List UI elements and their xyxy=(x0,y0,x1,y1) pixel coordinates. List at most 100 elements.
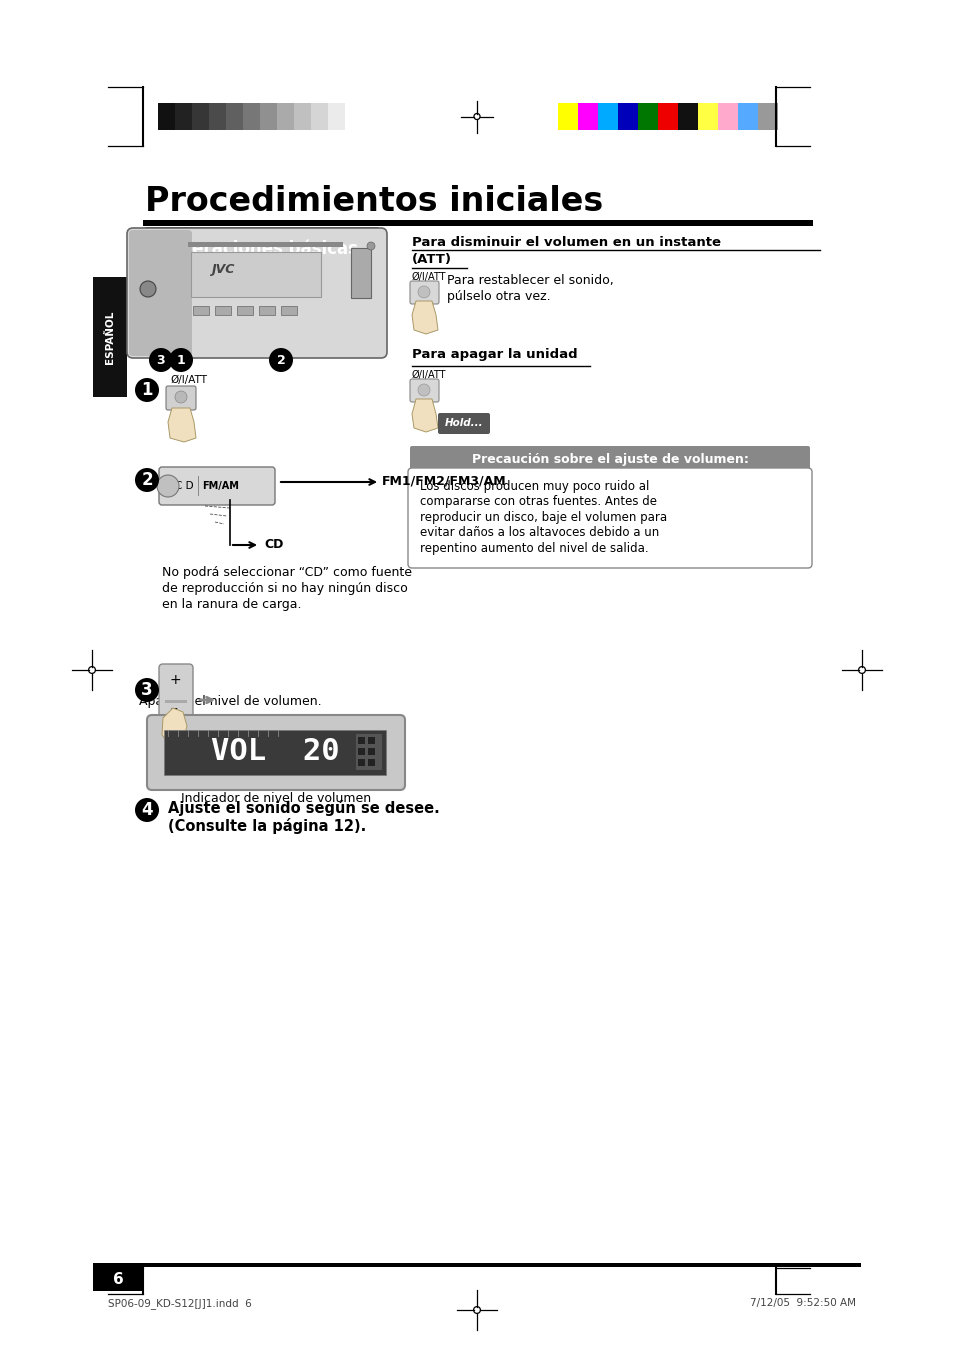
Bar xyxy=(758,103,778,130)
Circle shape xyxy=(174,390,187,403)
FancyBboxPatch shape xyxy=(410,380,438,403)
Bar xyxy=(345,103,361,130)
Bar xyxy=(738,103,758,130)
Bar xyxy=(355,734,381,770)
Bar xyxy=(164,730,386,775)
Bar xyxy=(368,748,375,755)
Bar xyxy=(158,103,174,130)
Bar xyxy=(558,103,578,130)
Circle shape xyxy=(157,476,179,497)
Text: en la ranura de carga.: en la ranura de carga. xyxy=(162,598,301,611)
Text: 2: 2 xyxy=(276,354,285,366)
FancyBboxPatch shape xyxy=(143,227,380,272)
Bar xyxy=(260,103,276,130)
Circle shape xyxy=(135,467,159,492)
Bar xyxy=(368,759,375,766)
Polygon shape xyxy=(412,399,437,432)
Text: 4: 4 xyxy=(141,801,152,819)
Text: SP06-09_KD-S12[J]1.indd  6: SP06-09_KD-S12[J]1.indd 6 xyxy=(108,1298,252,1309)
Text: FM1/FM2/FM3/AM: FM1/FM2/FM3/AM xyxy=(381,476,506,488)
Polygon shape xyxy=(162,708,187,744)
Bar xyxy=(191,253,320,297)
FancyBboxPatch shape xyxy=(147,715,405,790)
Circle shape xyxy=(269,349,293,372)
Text: FM/AM: FM/AM xyxy=(202,481,238,490)
Circle shape xyxy=(367,242,375,250)
Bar xyxy=(243,103,260,130)
Circle shape xyxy=(417,286,430,299)
Text: VOL  20: VOL 20 xyxy=(211,738,339,766)
Text: Los discos producen muy poco ruido al: Los discos producen muy poco ruido al xyxy=(419,480,649,493)
Bar xyxy=(198,476,199,496)
Text: compararse con otras fuentes. Antes de: compararse con otras fuentes. Antes de xyxy=(419,496,657,508)
Bar xyxy=(658,103,678,130)
Text: repentino aumento del nivel de salida.: repentino aumento del nivel de salida. xyxy=(419,542,648,555)
Text: púlselo otra vez.: púlselo otra vez. xyxy=(447,290,550,303)
Circle shape xyxy=(417,384,430,396)
FancyBboxPatch shape xyxy=(410,281,438,304)
Bar xyxy=(192,103,209,130)
Bar xyxy=(294,103,311,130)
Text: Ø/I/ATT: Ø/I/ATT xyxy=(412,370,446,380)
Bar xyxy=(638,103,658,130)
Bar xyxy=(718,103,738,130)
Text: –: – xyxy=(170,703,176,717)
Text: ESPAÑOL: ESPAÑOL xyxy=(105,311,115,363)
Text: Aparece el nivel de volumen.: Aparece el nivel de volumen. xyxy=(138,694,321,708)
Text: (ATT): (ATT) xyxy=(412,253,452,266)
Bar xyxy=(143,220,812,226)
Bar xyxy=(357,738,365,744)
Text: C D: C D xyxy=(174,481,193,490)
Bar xyxy=(92,277,127,397)
FancyBboxPatch shape xyxy=(129,230,192,357)
Polygon shape xyxy=(168,408,195,442)
Text: 2: 2 xyxy=(141,471,152,489)
Bar xyxy=(311,103,328,130)
Circle shape xyxy=(140,281,156,297)
FancyBboxPatch shape xyxy=(437,413,490,434)
Bar xyxy=(258,305,274,315)
Bar xyxy=(578,103,598,130)
Circle shape xyxy=(149,349,172,372)
Text: 1: 1 xyxy=(141,381,152,399)
Bar xyxy=(698,103,718,130)
Text: Procedimientos iniciales: Procedimientos iniciales xyxy=(145,185,602,218)
Bar xyxy=(236,305,253,315)
Text: (Consulte la página 12).: (Consulte la página 12). xyxy=(168,817,366,834)
Text: Indicador de nivel de volumen: Indicador de nivel de volumen xyxy=(181,792,371,805)
FancyBboxPatch shape xyxy=(408,467,811,567)
Text: de reproducción si no hay ningún disco: de reproducción si no hay ningún disco xyxy=(162,582,407,594)
Circle shape xyxy=(135,678,159,703)
Bar xyxy=(281,305,296,315)
Circle shape xyxy=(135,798,159,821)
Text: Ajuste el sonido según se desee.: Ajuste el sonido según se desee. xyxy=(168,800,439,816)
Text: 6: 6 xyxy=(112,1271,123,1286)
Bar xyxy=(351,249,371,299)
Bar xyxy=(188,242,343,247)
Circle shape xyxy=(135,378,159,403)
Circle shape xyxy=(169,349,193,372)
Text: 7/12/05  9:52:50 AM: 7/12/05 9:52:50 AM xyxy=(749,1298,855,1308)
Text: Hold...: Hold... xyxy=(444,417,483,428)
FancyBboxPatch shape xyxy=(410,446,809,471)
Text: No podrá seleccionar “CD” como fuente: No podrá seleccionar “CD” como fuente xyxy=(162,566,412,580)
Text: reproducir un disco, baje el volumen para: reproducir un disco, baje el volumen par… xyxy=(419,511,666,524)
Text: +: + xyxy=(170,673,181,688)
FancyBboxPatch shape xyxy=(159,663,193,742)
Bar xyxy=(214,305,231,315)
Text: Para disminuir el volumen en un instante: Para disminuir el volumen en un instante xyxy=(412,236,720,249)
Bar xyxy=(618,103,638,130)
Text: Para apagar la unidad: Para apagar la unidad xyxy=(412,349,577,361)
Bar xyxy=(678,103,698,130)
Bar xyxy=(174,103,192,130)
Polygon shape xyxy=(412,301,437,334)
Bar xyxy=(209,103,226,130)
Bar xyxy=(598,103,618,130)
FancyBboxPatch shape xyxy=(159,467,274,505)
Bar xyxy=(165,700,187,703)
Bar xyxy=(368,738,375,744)
Bar xyxy=(328,103,345,130)
Bar xyxy=(357,759,365,766)
Bar xyxy=(357,748,365,755)
Bar xyxy=(276,103,294,130)
